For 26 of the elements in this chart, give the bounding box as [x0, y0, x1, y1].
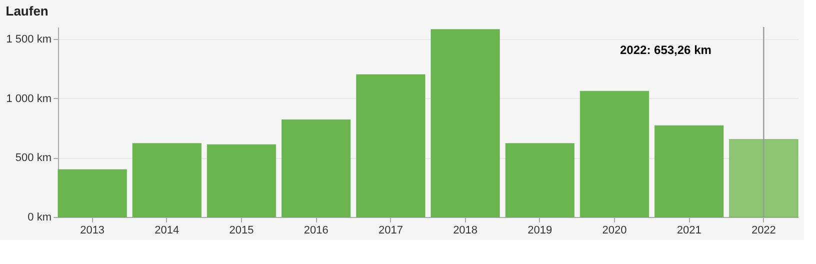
bar	[132, 143, 202, 218]
x-tick-label: 2020	[602, 224, 627, 236]
y-tick-label: 1 500 km	[6, 33, 52, 46]
x-tick-label: 2018	[453, 224, 478, 236]
y-tick-label: 1 000 km	[6, 92, 52, 105]
bar	[206, 144, 276, 218]
x-tick-label: 2015	[229, 224, 254, 236]
x-tick-label: 2019	[528, 224, 552, 236]
x-tick-label: 2022	[751, 224, 776, 236]
y-tick-label: 0 km	[28, 212, 52, 224]
bar	[430, 29, 500, 218]
bar	[58, 169, 127, 218]
bar	[281, 119, 351, 218]
annotation: 2022: 653,26 km	[620, 43, 712, 57]
y-tick-label: 500 km	[15, 152, 52, 164]
x-tick-label: 2021	[676, 224, 702, 236]
x-tick-label: 2014	[154, 224, 180, 236]
bar	[505, 143, 575, 218]
chart-title: Laufen	[6, 3, 48, 18]
bar	[580, 90, 650, 218]
x-tick-label: 2016	[304, 224, 328, 236]
x-tick-label: 2013	[80, 224, 105, 236]
bar	[729, 139, 798, 218]
bar	[356, 74, 426, 218]
bar	[654, 125, 724, 218]
x-tick-label: 2017	[378, 224, 403, 236]
